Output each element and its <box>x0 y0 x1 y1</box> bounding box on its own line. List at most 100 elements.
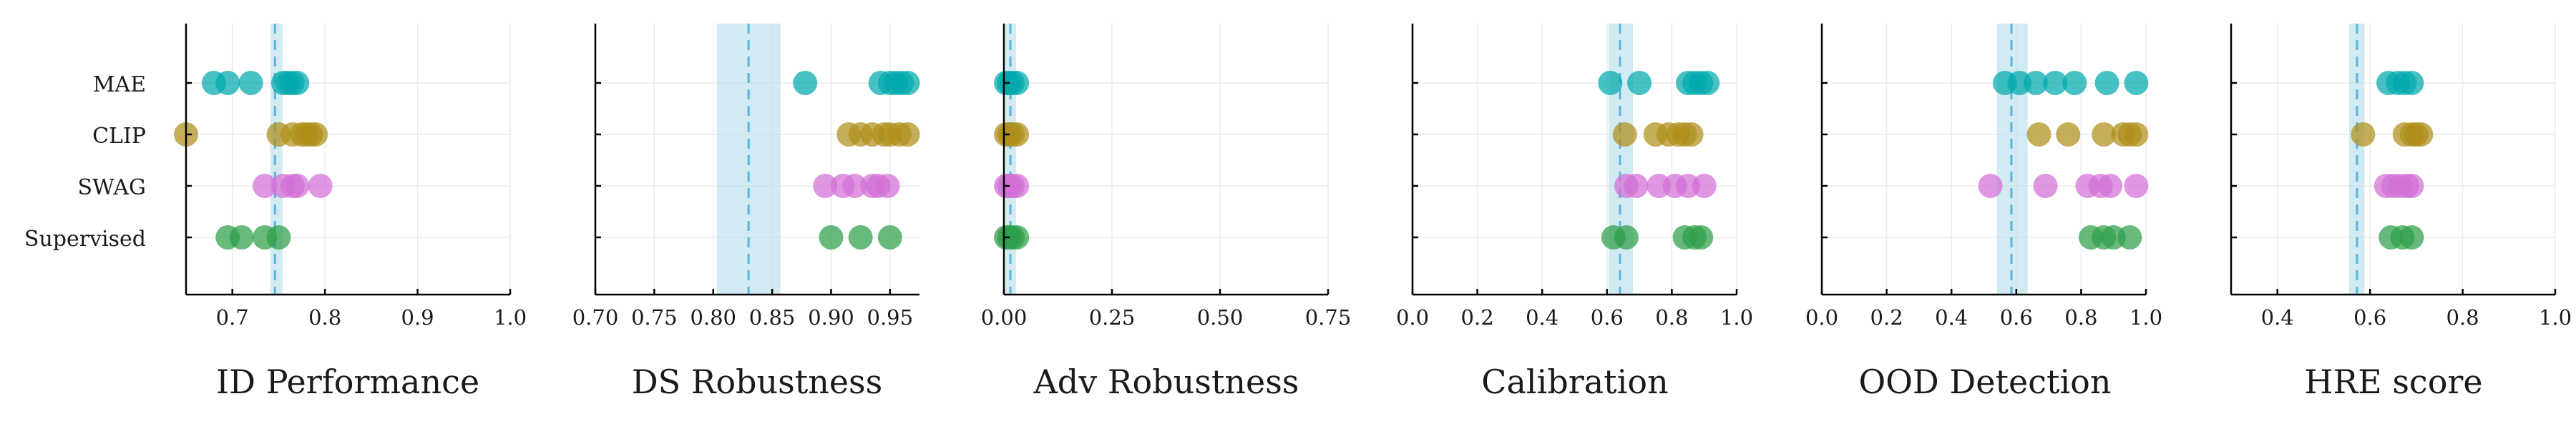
x-tick-label-ds-robustness-1: 0.75 <box>631 305 678 330</box>
xlabel-id-performance: ID Performance <box>216 363 479 401</box>
x-tick-label-ood-detection-0: 0.0 <box>1805 305 1838 330</box>
xlabel-adv-robustness: Adv Robustness <box>1033 363 1299 401</box>
point-ds-robustness-mae-0 <box>793 71 818 95</box>
category-label-supervised: Supervised <box>24 227 146 252</box>
point-calibration-mae-1 <box>1627 71 1652 95</box>
point-ood-detection-mae-5 <box>2094 71 2119 95</box>
panel-adv-robustness: 0.00 0.25 0.50 0.75 Adv Robustness <box>981 24 1352 401</box>
point-ds-robustness-swag-0 <box>813 174 838 198</box>
point-id-performance-supervised-3 <box>266 225 291 250</box>
x-tick-label-adv-robustness-0: 0.00 <box>981 305 1028 330</box>
point-ood-detection-mae-4 <box>2062 71 2087 95</box>
point-adv-robustness-clip-3 <box>1005 122 1030 147</box>
x-tick-label-hre-score-0: 0.4 <box>2261 305 2294 330</box>
point-id-performance-swag-3 <box>285 174 310 198</box>
point-calibration-mae-0 <box>1598 71 1623 95</box>
point-ds-robustness-mae-5 <box>895 71 920 95</box>
plot-area-hre-score: 0.4 0.6 0.8 1.0 <box>2230 24 2572 330</box>
x-tick-label-calibration-1: 0.2 <box>1461 305 1494 330</box>
x-tick-label-hre-score-3: 1.0 <box>2539 305 2572 330</box>
point-ood-detection-swag-4 <box>2098 174 2123 198</box>
panel-ds-robustness: 0.70 0.75 0.80 0.85 0.90 0.95 DS Robustness <box>572 24 920 401</box>
point-ds-robustness-supervised-2 <box>877 225 902 250</box>
point-ood-detection-supervised-3 <box>2117 225 2142 250</box>
xlabel-ood-detection: OOD Detection <box>1858 363 2111 401</box>
plot-area-id-performance: 0.7 0.8 0.9 1.0 <box>174 24 527 330</box>
point-id-performance-supervised-1 <box>229 225 254 250</box>
category-label-clip: CLIP <box>92 124 146 149</box>
point-ood-detection-clip-0 <box>2026 122 2051 147</box>
plot-area-ood-detection: 0.0 0.2 0.4 0.6 0.8 1.0 <box>1805 24 2162 330</box>
point-adv-robustness-mae-3 <box>1005 71 1030 95</box>
category-labels: MAE CLIP SWAG Supervised <box>24 72 146 252</box>
xlabel-hre-score: HRE score <box>2304 363 2482 401</box>
x-tick-label-ds-robustness-3: 0.85 <box>749 305 796 330</box>
x-tick-label-ood-detection-4: 0.8 <box>2064 305 2097 330</box>
point-id-performance-swag-0 <box>253 174 278 198</box>
x-tick-label-ds-robustness-5: 0.95 <box>867 305 914 330</box>
x-tick-label-calibration-0: 0.0 <box>1396 305 1429 330</box>
point-adv-robustness-supervised-3 <box>1005 225 1030 250</box>
x-tick-label-ds-robustness-2: 0.80 <box>690 305 736 330</box>
panel-ood-detection: 0.0 0.2 0.4 0.6 0.8 1.0 OOD Detection <box>1805 24 2162 401</box>
panel-calibration: 0.0 0.2 0.4 0.6 0.8 1.0 Calibration <box>1396 24 1753 401</box>
point-id-performance-swag-4 <box>308 174 333 198</box>
point-calibration-swag-5 <box>1692 174 1717 198</box>
point-id-performance-clip-6 <box>303 122 328 147</box>
point-ds-robustness-swag-2 <box>842 174 867 198</box>
xlabel-ds-robustness: DS Robustness <box>632 363 883 401</box>
point-hre-score-swag-4 <box>2399 174 2424 198</box>
point-ood-detection-swag-0 <box>1978 174 2003 198</box>
x-tick-label-id-performance-3: 1.0 <box>494 305 527 330</box>
plot-area-ds-robustness: 0.70 0.75 0.80 0.85 0.90 0.95 <box>572 24 920 330</box>
point-calibration-supervised-4 <box>1689 225 1714 250</box>
x-tick-label-ood-detection-5: 1.0 <box>2129 305 2162 330</box>
x-tick-label-calibration-4: 0.8 <box>1655 305 1688 330</box>
x-tick-label-id-performance-2: 0.9 <box>401 305 434 330</box>
point-ds-robustness-swag-5 <box>875 174 900 198</box>
point-calibration-clip-5 <box>1679 122 1704 147</box>
x-tick-label-calibration-3: 0.6 <box>1591 305 1624 330</box>
point-id-performance-mae-6 <box>285 71 310 95</box>
point-ood-detection-clip-5 <box>2124 122 2149 147</box>
point-calibration-mae-5 <box>1695 71 1720 95</box>
x-tick-label-calibration-2: 0.4 <box>1526 305 1558 330</box>
point-calibration-clip-0 <box>1612 122 1637 147</box>
point-hre-score-mae-3 <box>2399 71 2424 95</box>
panel-id-performance: 0.7 0.8 0.9 1.0 ID Performance <box>174 24 527 401</box>
point-id-performance-mae-2 <box>238 71 263 95</box>
point-ood-detection-clip-1 <box>2056 122 2081 147</box>
band-id-performance <box>270 24 283 295</box>
x-tick-label-hre-score-1: 0.6 <box>2353 305 2386 330</box>
point-id-performance-mae-1 <box>215 71 240 95</box>
point-hre-score-clip-4 <box>2409 122 2434 147</box>
x-tick-label-ds-robustness-4: 0.90 <box>808 305 854 330</box>
category-label-swag: SWAG <box>77 175 146 200</box>
point-hre-score-supervised-2 <box>2399 225 2424 250</box>
x-tick-label-adv-robustness-3: 0.75 <box>1305 305 1352 330</box>
point-ood-detection-mae-2 <box>2023 71 2048 95</box>
x-tick-label-adv-robustness-1: 0.25 <box>1089 305 1136 330</box>
x-tick-label-ood-detection-3: 0.6 <box>2000 305 2033 330</box>
point-calibration-supervised-1 <box>1614 225 1639 250</box>
x-tick-label-ds-robustness-0: 0.70 <box>572 305 619 330</box>
point-ds-robustness-supervised-1 <box>848 225 873 250</box>
point-ds-robustness-supervised-0 <box>819 225 844 250</box>
point-adv-robustness-swag-3 <box>1005 174 1030 198</box>
point-ood-detection-mae-3 <box>2043 71 2068 95</box>
category-label-mae: MAE <box>93 72 146 97</box>
x-tick-label-hre-score-2: 0.8 <box>2446 305 2479 330</box>
point-ood-detection-swag-1 <box>2033 174 2058 198</box>
x-tick-label-id-performance-0: 0.7 <box>216 305 249 330</box>
point-calibration-swag-1 <box>1624 174 1649 198</box>
x-tick-label-ood-detection-1: 0.2 <box>1870 305 1903 330</box>
x-tick-label-adv-robustness-2: 0.50 <box>1197 305 1244 330</box>
x-tick-label-id-performance-1: 0.8 <box>308 305 341 330</box>
xlabel-calibration: Calibration <box>1481 363 1668 401</box>
panel-hre-score: 0.4 0.6 0.8 1.0 HRE score <box>2230 24 2572 401</box>
point-ood-detection-mae-6 <box>2124 71 2149 95</box>
point-ood-detection-swag-5 <box>2124 174 2149 198</box>
x-tick-label-ood-detection-2: 0.4 <box>1935 305 1968 330</box>
plot-area-calibration: 0.0 0.2 0.4 0.6 0.8 1.0 <box>1396 24 1753 330</box>
